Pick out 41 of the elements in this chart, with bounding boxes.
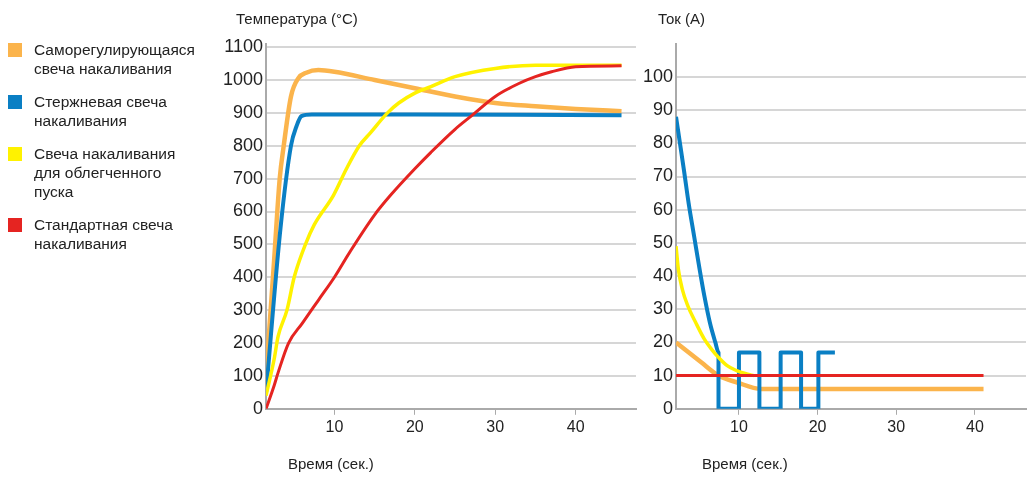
x-tick-label: 20 (808, 417, 827, 435)
x-tick-label: 10 (730, 417, 748, 435)
y-axis-title: Ток (A) (658, 10, 706, 27)
x-axis-title: Время (сек.) (702, 455, 788, 472)
y-tick-label: 800 (233, 134, 264, 155)
y-tick-label: 80 (653, 132, 674, 153)
x-tick-label: 30 (887, 417, 906, 435)
x-tick-label: 30 (486, 417, 505, 435)
y-tick-label: 40 (653, 265, 674, 286)
legend-label: Свеча накаливания для облегченного пуска (34, 145, 176, 200)
y-tick-label: 10 (653, 364, 674, 385)
y-tick-label: 30 (653, 298, 674, 319)
y-tick-label: 100 (233, 364, 264, 385)
x-tick-label: 40 (566, 417, 585, 435)
y-tick-label: 300 (233, 299, 264, 320)
x-tick-label: 40 (965, 417, 984, 435)
x-tick-label: 10 (325, 417, 344, 435)
y-tick-label: 100 (642, 65, 674, 86)
y-tick-label: 0 (253, 397, 264, 418)
legend-label: Саморегулирующаяся свеча накаливания (34, 41, 196, 77)
y-tick-label: 60 (653, 198, 674, 219)
y-tick-label: 20 (653, 331, 674, 352)
y-tick-label: 400 (233, 266, 264, 287)
legend-label: Стандартная свеча накаливания (34, 216, 173, 252)
y-tick-label: 600 (233, 200, 264, 221)
x-axis-title: Время (сек.) (288, 455, 374, 472)
line-series (676, 114, 837, 409)
x-tick-label: 20 (405, 417, 424, 435)
y-tick-label: 900 (233, 101, 264, 122)
line-series (676, 340, 986, 392)
y-axis-title: Температура (°C) (236, 10, 358, 27)
y-tick-label: 700 (233, 167, 264, 188)
y-tick-label: 1000 (223, 68, 264, 89)
y-tick-label: 90 (653, 99, 674, 120)
y-tick-label: 200 (233, 332, 264, 352)
y-tick-label: 50 (653, 231, 674, 252)
legend-label: Стержневая свеча накаливания (34, 93, 167, 129)
y-tick-label: 500 (233, 233, 264, 254)
y-tick-label: 70 (653, 165, 674, 186)
y-tick-label: 0 (663, 397, 674, 418)
y-tick-label: 1100 (224, 36, 264, 57)
